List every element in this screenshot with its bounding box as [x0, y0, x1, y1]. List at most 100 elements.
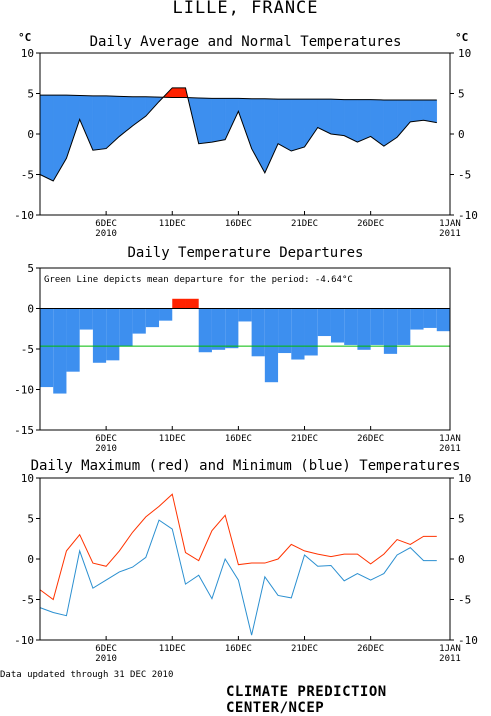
p2-bar-19 [291, 308, 305, 360]
p1-area-a-0 [39, 94, 54, 182]
p1-area-a-15 [238, 98, 252, 149]
p2-xtick-label-0: 6DEC [95, 434, 117, 444]
p3-ytick-label-left-3: -5 [21, 594, 34, 607]
unit-label-left: °C [18, 31, 32, 44]
p2-bar-5 [106, 308, 120, 361]
panel1-title: Daily Average and Normal Temperatures [89, 34, 402, 50]
p2-xtick-label-4: 26DEC [357, 434, 384, 444]
p1-area-a-5 [105, 95, 120, 150]
p1-area-a-10 [172, 87, 186, 98]
p1-plot-frame [39, 52, 451, 216]
p1-ytick-label-right-4: -10 [458, 209, 478, 222]
p1-area-a-13 [211, 98, 226, 143]
p2-bar-11 [185, 298, 199, 309]
p2-bar-7 [132, 308, 146, 334]
p2-bar-26 [383, 308, 398, 354]
p1-area-a-23 [343, 99, 358, 143]
p2-ytick-label-left-3: -10 [14, 384, 34, 397]
p1-xtick-sublabel-0: 2010 [95, 229, 117, 239]
p2-ytick-label-left-1: 0 [27, 303, 34, 316]
p2-bar-23 [344, 308, 358, 345]
p1-area-a-18 [277, 98, 292, 152]
p1-ytick-label-right-3: -5 [458, 169, 471, 182]
p2-xtick-label-2: 16DEC [225, 434, 252, 444]
p1-average-line [39, 87, 437, 182]
p2-bar-17 [264, 308, 279, 383]
p2-bar-25 [370, 308, 384, 345]
p2-bar-0 [40, 308, 54, 388]
p3-xtick-label-4: 26DEC [357, 644, 384, 654]
p2-xtick-label-5: 1JAN [439, 434, 461, 444]
p1-area-a-14 [224, 98, 239, 140]
p1-ytick-label-right-2: 0 [458, 128, 465, 141]
p2-bar-13 [211, 308, 226, 350]
p2-plot-frame [39, 267, 451, 431]
p2-bar-15 [238, 308, 252, 322]
p1-area-a-24 [357, 99, 371, 143]
p3-xtick-label-5: 1JAN [439, 644, 461, 654]
p1-xtick-label-4: 26DEC [357, 219, 384, 229]
p2-bar-21 [317, 308, 331, 337]
p1-ytick-label-left-2: 0 [27, 128, 34, 141]
p2-bar-20 [304, 308, 318, 356]
panel3-title: Daily Maximum (red) and Minimum (blue) T… [30, 458, 461, 474]
p2-bar-14 [225, 308, 239, 349]
p1-xtick-label-5: 1JAN [439, 219, 461, 229]
p2-bar-8 [145, 308, 160, 328]
p1-xtick-label-2: 16DEC [225, 219, 252, 229]
p1-normal-line [40, 94, 437, 101]
p1-ytick-label-left-1: 5 [27, 88, 34, 101]
p2-bar-29 [423, 308, 437, 328]
p2-mean-departure-note: Green Line depicts mean departure for th… [44, 275, 353, 285]
p2-xtick-label-3: 21DEC [291, 434, 318, 444]
unit-label-right: °C [455, 31, 469, 44]
p1-area-a-4 [92, 95, 107, 151]
p1-ytick-label-right-0: 10 [458, 47, 471, 60]
p2-bar-30 [436, 308, 450, 332]
p1-area-a-25 [370, 99, 385, 147]
p3-ytick-label-right-2: 0 [458, 553, 465, 566]
source-credit: CLIMATE PREDICTION CENTER/NCEP [226, 684, 387, 716]
p1-area-a-6 [119, 96, 133, 137]
page-title: LILLE, FRANCE [172, 0, 319, 18]
p3-ytick-label-right-3: -5 [458, 594, 471, 607]
p2-bar-28 [410, 308, 424, 330]
p3-max-line [39, 493, 437, 601]
p3-ytick-label-left-4: -10 [14, 634, 34, 647]
p2-bar-22 [330, 308, 345, 343]
p2-xtick-sublabel-5: 2011 [439, 444, 461, 454]
p2-bar-1 [53, 308, 67, 394]
p3-xtick-label-2: 16DEC [225, 644, 252, 654]
p2-bar-6 [119, 308, 133, 347]
p3-xtick-label-1: 11DEC [159, 644, 186, 654]
p1-xtick-label-0: 6DEC [95, 219, 117, 229]
p1-area-a-1 [53, 94, 67, 182]
p1-ytick-label-left-3: -5 [21, 169, 34, 182]
p3-plot-frame [39, 477, 451, 641]
data-updated-note: Data updated through 31 DEC 2010 [0, 670, 174, 680]
p1-ytick-label-right-1: 5 [458, 88, 465, 101]
p2-bar-9 [159, 308, 173, 321]
p1-ytick-label-left-0: 10 [21, 47, 34, 60]
p3-xtick-sublabel-5: 2011 [439, 654, 461, 664]
p2-bar-27 [397, 308, 411, 345]
p3-ytick-label-left-2: 0 [27, 553, 34, 566]
p1-xtick-sublabel-5: 2011 [439, 229, 461, 239]
p1-ytick-label-left-4: -10 [14, 209, 34, 222]
p1-area-a-12 [198, 97, 213, 144]
p1-area-a-22 [330, 98, 345, 136]
p3-ytick-label-left-0: 10 [21, 472, 34, 485]
p2-bar-16 [251, 308, 265, 357]
p2-xtick-sublabel-0: 2010 [95, 444, 117, 454]
p3-ytick-label-left-1: 5 [27, 513, 34, 526]
p1-area-a-26 [383, 99, 398, 147]
p3-ytick-label-right-1: 5 [458, 513, 465, 526]
p1-area-a-27 [396, 99, 411, 138]
p2-bar-10 [172, 298, 186, 309]
p3-xtick-sublabel-0: 2010 [95, 654, 117, 664]
p1-area-a-19 [291, 98, 305, 152]
p2-bar-12 [198, 308, 212, 353]
p1-area-a-29 [423, 99, 437, 123]
p3-xtick-label-3: 21DEC [291, 644, 318, 654]
